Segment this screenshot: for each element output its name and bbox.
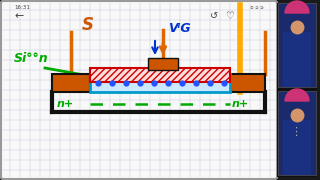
Wedge shape: [285, 1, 309, 13]
Text: VⁱG: VⁱG: [168, 22, 191, 35]
Bar: [283, 32, 311, 87]
Text: ↺: ↺: [210, 11, 218, 21]
Bar: [90, 68, 230, 82]
FancyBboxPatch shape: [1, 1, 277, 179]
Text: n+: n+: [57, 99, 74, 109]
Text: 16:31: 16:31: [14, 5, 30, 10]
Text: ⋮: ⋮: [290, 127, 301, 137]
Text: ♡: ♡: [225, 11, 234, 21]
Text: S: S: [82, 16, 94, 34]
Text: ←: ←: [14, 11, 23, 21]
Text: n+: n+: [232, 99, 249, 109]
Bar: [277, 3, 317, 177]
Wedge shape: [285, 89, 309, 101]
Bar: [283, 120, 311, 175]
Bar: [52, 74, 90, 92]
Text: ① ② ③: ① ② ③: [250, 6, 264, 10]
Text: Si°°n: Si°°n: [14, 52, 49, 65]
Bar: [278, 3, 316, 87]
Bar: [230, 74, 265, 92]
Bar: [148, 58, 178, 70]
Bar: [278, 91, 316, 175]
Bar: [90, 74, 230, 92]
